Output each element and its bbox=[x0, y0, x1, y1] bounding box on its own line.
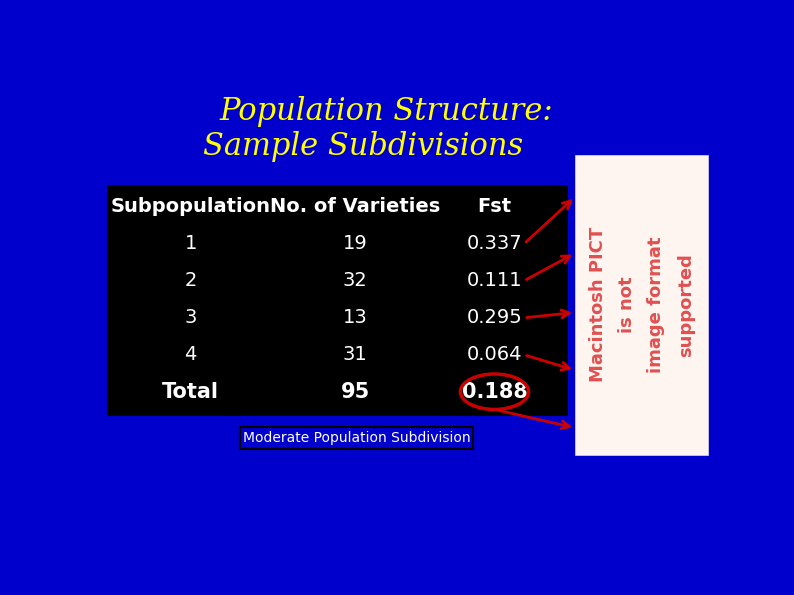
Text: 2: 2 bbox=[184, 271, 197, 290]
Text: 0.337: 0.337 bbox=[467, 234, 522, 253]
Text: Macintosh PICT: Macintosh PICT bbox=[588, 227, 607, 383]
Text: supported: supported bbox=[677, 253, 695, 356]
Text: image format: image format bbox=[647, 236, 665, 373]
Text: No. of Varieties: No. of Varieties bbox=[270, 198, 440, 217]
Text: is not: is not bbox=[618, 277, 636, 333]
Text: 3: 3 bbox=[184, 308, 197, 327]
Text: Population Structure:: Population Structure: bbox=[219, 96, 553, 127]
Text: 4: 4 bbox=[184, 345, 197, 364]
Text: 0.295: 0.295 bbox=[467, 308, 522, 327]
Text: 19: 19 bbox=[343, 234, 368, 253]
Text: 0.064: 0.064 bbox=[467, 345, 522, 364]
Text: 1: 1 bbox=[184, 234, 197, 253]
Text: 0.111: 0.111 bbox=[467, 271, 522, 290]
Bar bbox=[575, 155, 708, 455]
Text: 32: 32 bbox=[343, 271, 368, 290]
Text: 13: 13 bbox=[343, 308, 368, 327]
Text: 95: 95 bbox=[341, 382, 370, 402]
Text: 31: 31 bbox=[343, 345, 368, 364]
Text: 0.188: 0.188 bbox=[461, 382, 527, 402]
Text: Fst: Fst bbox=[477, 198, 511, 217]
Text: Subpopulation: Subpopulation bbox=[110, 198, 271, 217]
Text: Total: Total bbox=[162, 382, 219, 402]
Bar bbox=[107, 186, 569, 416]
Text: Sample Subdivisions: Sample Subdivisions bbox=[202, 131, 522, 162]
FancyBboxPatch shape bbox=[241, 427, 472, 449]
Text: Moderate Population Subdivision: Moderate Population Subdivision bbox=[243, 431, 470, 445]
